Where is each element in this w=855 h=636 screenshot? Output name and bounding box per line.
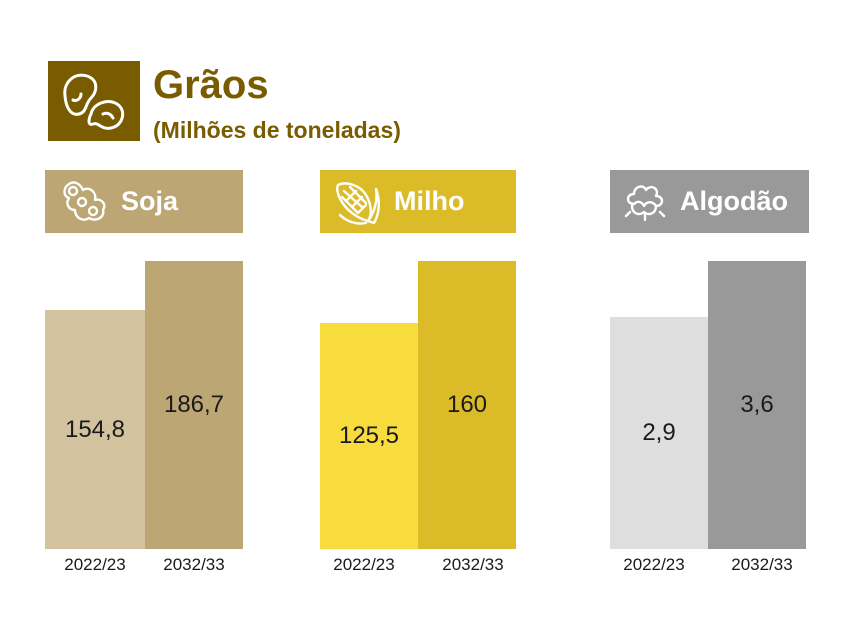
category-label-algodao: Algodão [680,186,788,216]
tick-label-milho-2032-33: 2032/33 [442,555,504,574]
data-label-soja-2022-23: 154,8 [64,415,126,443]
data-label-algodao-2022-23: 2,9 [642,419,676,446]
cotton-icon [622,182,668,222]
category-header-soja: Soja [45,170,243,233]
beans-icon [48,61,140,141]
corn-icon [332,177,382,227]
category-label-soja: Soja [121,186,179,216]
category-header-milho: Milho [320,170,516,233]
category-label-milho: Milho [394,186,465,216]
bar-algodao-2022-23: 2,9 [610,317,708,549]
bar-soja-2022-23: 154,8 [45,310,145,549]
data-label-milho-2032-33: 160 [446,391,488,418]
page-title: Grãos [153,63,269,107]
bar-milho-2022-23: 125,5 [320,323,418,549]
tick-label-soja-2022-23: 2022/23 [64,555,126,574]
data-label-soja-2032-33: 186,7 [163,391,225,418]
tick-label-milho-2022-23: 2022/23 [333,555,395,574]
bar-milho-2032-33: 160 [418,261,516,549]
bar-soja-2032-33: 186,7 [145,261,243,549]
tick-label-soja-2032-33: 2032/33 [163,555,225,574]
bar-algodao-2032-33: 3,6 [708,261,806,549]
tick-label-algodao-2022-23: 2022/23 [623,555,685,574]
tick-label-algodao-2032-33: 2032/33 [731,555,793,574]
page-subtitle: (Milhões de toneladas) [153,117,401,143]
category-header-algodao: Algodão [610,170,809,233]
data-label-algodao-2032-33: 3,6 [740,391,774,418]
data-label-milho-2022-23: 125,5 [338,422,400,449]
soybean-icon [59,178,109,226]
